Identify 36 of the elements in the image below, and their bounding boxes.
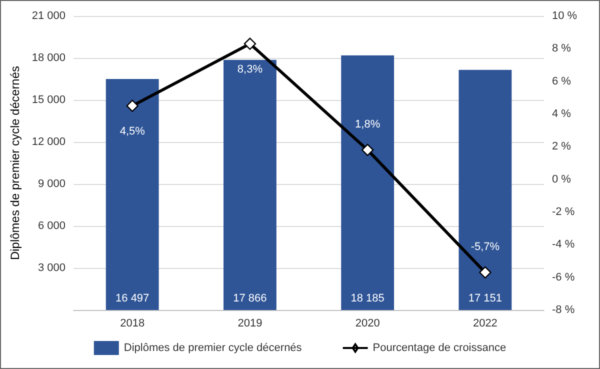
data-label: 4,5% <box>120 125 146 138</box>
y2-tick-label: -8 % <box>552 304 575 316</box>
data-label: 16 497 <box>116 292 150 304</box>
y2-tick-label: -4 % <box>552 238 575 251</box>
data-label: -5,7% <box>470 240 500 253</box>
y-axis-title: Diplômes de premier cycle décernés <box>8 66 22 260</box>
y2-tick-label: 2 % <box>552 140 572 153</box>
y2-tick-label: 10 % <box>552 10 578 22</box>
y-tick-label: 21 000 <box>32 10 66 22</box>
data-label: 1,8% <box>355 118 380 130</box>
x-tick-label: 2020 <box>355 318 380 330</box>
y2-tick-label: 4 % <box>552 108 572 120</box>
y-tick-label: 6 000 <box>38 220 66 232</box>
y2-tick-label: -2 % <box>552 206 575 218</box>
y2-tick-label: 8 % <box>552 42 572 55</box>
y-tick-label: 12 000 <box>32 136 66 148</box>
data-label: 17 866 <box>233 292 267 304</box>
x-tick-label: 2019 <box>238 318 262 330</box>
y-tick-label: 9 000 <box>38 178 66 190</box>
y2-tick-label: 0 % <box>552 173 572 186</box>
data-label: 8,3% <box>237 63 263 76</box>
legend-label: Diplômes de premier cycle décernés <box>124 342 302 354</box>
point <box>126 100 138 112</box>
point <box>361 144 374 156</box>
y-tick-label: 3 000 <box>38 262 66 274</box>
data-label: 18 185 <box>350 292 384 304</box>
x-tick-label: 2022 <box>472 318 498 330</box>
legend-label: Pourcentage de croissance <box>372 342 506 354</box>
x-tick-label: 2018 <box>120 318 145 330</box>
y-tick-label: 15 000 <box>32 94 66 106</box>
point <box>244 38 256 50</box>
data-label: 17 151 <box>468 292 502 304</box>
point <box>479 266 492 279</box>
y2-tick-label: -6 % <box>552 271 575 284</box>
y2-tick-label: 6 % <box>552 75 572 88</box>
y-tick-label: 18 000 <box>32 52 66 64</box>
